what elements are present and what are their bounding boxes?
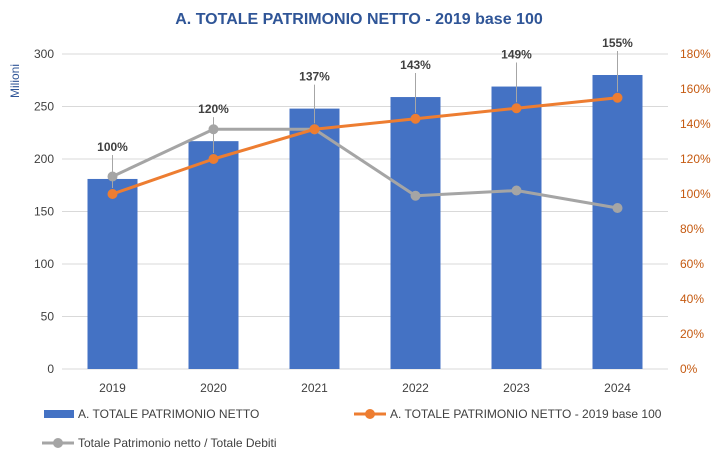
right-tick-label: 40% — [680, 292, 704, 306]
series-1-point-2022 — [410, 113, 421, 124]
data-label-2022: 143% — [400, 58, 431, 72]
bar-2019 — [87, 178, 138, 369]
x-axis-ticks: 2019 2020 2021 2022 2023 2024 — [99, 381, 631, 395]
data-label-2023: 149% — [501, 48, 532, 62]
legend-label: Totale Patrimonio netto / Totale Debiti — [78, 436, 277, 450]
bar-series — [87, 75, 643, 370]
data-label-2019: 100% — [97, 140, 128, 154]
left-tick-label: 100 — [34, 257, 54, 271]
series-1-point-2019 — [107, 189, 118, 199]
left-tick-label: 50 — [41, 310, 55, 324]
series-1-point-2021 — [309, 124, 320, 135]
right-tick-label: 100% — [680, 187, 711, 201]
bar-2024 — [592, 75, 643, 369]
data-labels: 100% 120% 137% 143% 149% 155% — [97, 36, 633, 188]
right-tick-label: 0% — [680, 362, 698, 376]
left-tick-label: 250 — [34, 100, 54, 114]
bar-2023 — [491, 86, 542, 370]
x-tick-label: 2019 — [99, 381, 126, 395]
right-tick-label: 20% — [680, 327, 704, 341]
data-label-2020: 120% — [198, 102, 229, 116]
left-tick-label: 150 — [34, 205, 54, 219]
left-tick-label: 300 — [34, 47, 54, 61]
series-2-point-2022 — [410, 190, 421, 201]
legend-swatch-orange-marker — [365, 409, 375, 419]
chart-title: A. TOTALE PATRIMONIO NETTO - 2019 base 1… — [175, 11, 543, 28]
y-axis-title: Milioni — [8, 64, 22, 98]
series-1-point-2023 — [511, 103, 522, 114]
legend-swatch-bar — [44, 410, 74, 418]
bar-2021 — [289, 108, 340, 369]
data-label-2024: 155% — [602, 36, 633, 50]
right-tick-label: 80% — [680, 222, 704, 236]
x-tick-label: 2021 — [301, 381, 328, 395]
x-tick-label: 2022 — [402, 381, 429, 395]
series-2-point-2024 — [612, 203, 623, 213]
left-axis-ticks: 0 50 100 150 200 250 300 — [34, 47, 54, 376]
left-tick-label: 0 — [47, 362, 54, 376]
legend: A. TOTALE PATRIMONIO NETTO A. TOTALE PATR… — [42, 407, 662, 450]
right-tick-label: 180% — [680, 47, 711, 61]
gridlines — [62, 53, 668, 370]
series-2-point-2023 — [511, 185, 522, 196]
legend-label: A. TOTALE PATRIMONIO NETTO — [78, 407, 259, 421]
right-tick-label: 60% — [680, 257, 704, 271]
series-line-1 — [112, 96, 618, 196]
right-tick-label: 120% — [680, 152, 711, 166]
bar-2020 — [188, 141, 239, 369]
series-line-2 — [111, 127, 618, 210]
x-tick-label: 2023 — [503, 381, 530, 395]
data-label-2021: 137% — [299, 70, 330, 84]
right-tick-label: 140% — [680, 117, 711, 131]
left-tick-label: 200 — [34, 152, 54, 166]
x-tick-label: 2024 — [604, 381, 631, 395]
bar-2022 — [390, 97, 441, 370]
right-axis-ticks: 0% 20% 40% 60% 80% 100% 120% 140% 160% 180% — [680, 47, 711, 376]
legend-label: A. TOTALE PATRIMONIO NETTO - 2019 base 1… — [390, 407, 662, 421]
series-1-point-2020 — [208, 154, 219, 164]
right-tick-label: 160% — [680, 82, 711, 96]
orange-line-series — [107, 92, 623, 199]
legend-swatch-gray-marker — [53, 438, 63, 448]
series-1-point-2024 — [612, 92, 623, 103]
x-tick-label: 2020 — [200, 381, 227, 395]
